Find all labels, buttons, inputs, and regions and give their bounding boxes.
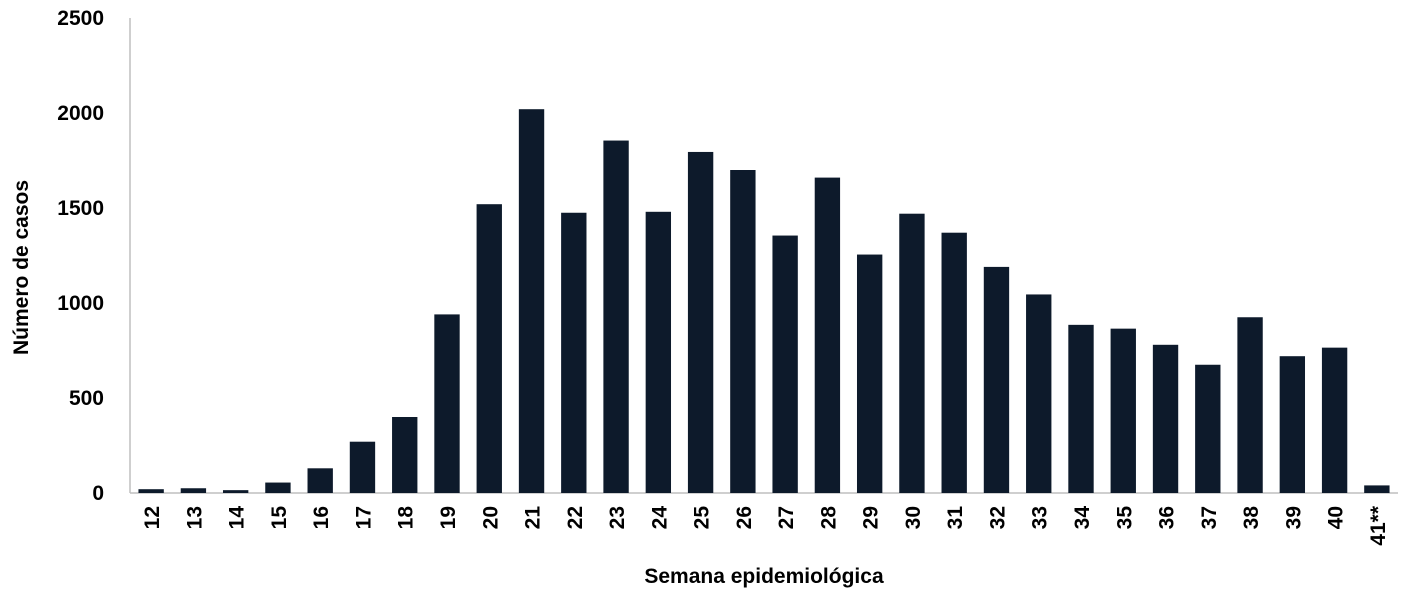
bar xyxy=(349,441,376,493)
y-tick-label: 2000 xyxy=(57,102,104,125)
x-tick-label: 15 xyxy=(268,506,291,530)
x-tick-label: 22 xyxy=(564,506,587,529)
bar xyxy=(941,232,967,493)
bar xyxy=(561,212,587,493)
bar xyxy=(1364,485,1390,493)
x-axis-title: Semana epidemiológica xyxy=(644,565,884,588)
bar xyxy=(138,489,164,493)
x-tick-label: 33 xyxy=(1029,506,1052,529)
bar xyxy=(180,488,207,493)
x-tick-label: 32 xyxy=(986,506,1009,529)
bar xyxy=(1026,294,1052,493)
y-tick-label: 2500 xyxy=(57,7,104,30)
bar xyxy=(1279,356,1306,493)
bar xyxy=(1068,324,1094,493)
y-tick-label: 0 xyxy=(92,482,104,505)
y-tick-label: 1500 xyxy=(57,197,104,220)
bar xyxy=(645,211,672,494)
x-tick-label: 41** xyxy=(1367,505,1390,546)
bar xyxy=(222,490,249,493)
x-tick-label: 18 xyxy=(395,506,418,530)
x-tick-label: 34 xyxy=(1071,506,1094,530)
x-tick-label: 12 xyxy=(141,506,164,529)
x-tick-label: 26 xyxy=(733,506,756,529)
x-tick-label: 38 xyxy=(1240,506,1263,530)
x-tick-label: 30 xyxy=(902,506,925,529)
x-tick-label: 14 xyxy=(226,506,249,530)
x-tick-label: 31 xyxy=(944,506,967,530)
bar xyxy=(1110,328,1136,493)
bar xyxy=(1195,364,1221,493)
x-tick-label: 40 xyxy=(1325,506,1348,529)
y-tick-label: 1000 xyxy=(57,292,104,315)
bar xyxy=(476,204,502,493)
bar xyxy=(1152,344,1179,493)
bar xyxy=(265,482,291,493)
bar xyxy=(772,235,798,494)
x-tick-label: 16 xyxy=(310,506,333,529)
bar xyxy=(687,151,714,493)
y-axis-ticks: 0 500 1000 1500 2000 2500 xyxy=(57,7,104,505)
bar xyxy=(307,468,333,493)
x-tick-label: 13 xyxy=(183,506,206,529)
x-tick-label: 39 xyxy=(1282,506,1305,529)
x-axis-ticks: 12 13 14 15 16 17 18 19 20 21 22 23 24 25 26 27 28 29 30 31… xyxy=(141,505,1390,546)
bar xyxy=(434,314,460,493)
bar xyxy=(392,417,418,493)
x-tick-label: 21 xyxy=(522,506,545,530)
y-tick-label: 500 xyxy=(69,387,104,410)
x-tick-label: 19 xyxy=(437,506,460,529)
x-tick-label: 17 xyxy=(352,506,375,529)
y-axis-title: Número de casos xyxy=(10,180,33,355)
bar xyxy=(603,140,629,494)
bar xyxy=(983,266,1010,493)
x-tick-label: 36 xyxy=(1156,506,1179,529)
x-tick-label: 20 xyxy=(479,506,502,529)
bar xyxy=(518,109,545,493)
bar xyxy=(1321,347,1348,493)
bar xyxy=(856,254,883,493)
x-tick-label: 25 xyxy=(691,506,714,530)
x-tick-label: 23 xyxy=(606,506,629,529)
bars xyxy=(138,109,1390,494)
bar xyxy=(730,170,756,493)
bar xyxy=(899,213,925,493)
x-tick-label: 27 xyxy=(775,506,798,529)
x-tick-label: 37 xyxy=(1198,506,1221,529)
x-tick-label: 35 xyxy=(1113,506,1136,530)
x-tick-label: 29 xyxy=(860,506,883,529)
bar xyxy=(814,177,841,493)
x-tick-label: 28 xyxy=(817,506,840,530)
bar xyxy=(1237,317,1263,493)
x-tick-label: 24 xyxy=(648,506,671,530)
